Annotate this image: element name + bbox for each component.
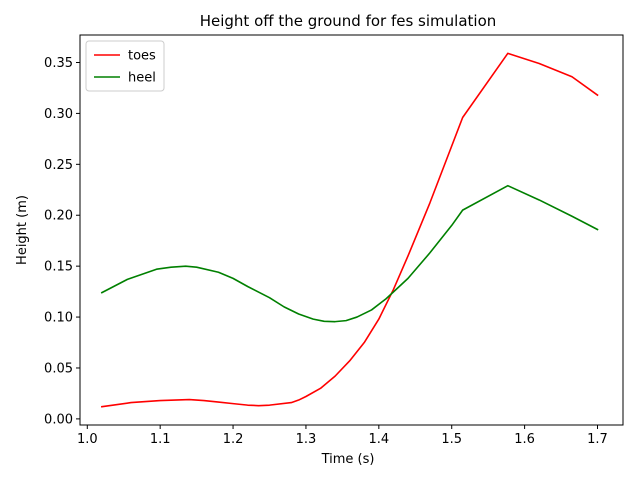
y-tick-label: 0.00 — [44, 412, 73, 427]
legend-label-toes: toes — [128, 49, 156, 64]
series-line-heel — [100, 184, 599, 323]
legend-label-heel: heel — [128, 71, 156, 86]
x-tick-label: 1.0 — [77, 432, 98, 447]
plot-area — [80, 35, 623, 425]
y-tick-label: 0.30 — [44, 107, 73, 122]
x-axis-label: Time (s) — [321, 452, 375, 467]
x-tick-label: 1.5 — [441, 432, 462, 447]
legend-box — [85, 40, 165, 92]
x-tick-label: 1.7 — [587, 432, 608, 447]
x-tick-label: 1.6 — [514, 432, 535, 447]
x-tick-label: 1.2 — [223, 432, 244, 447]
y-tick-label: 0.25 — [44, 158, 73, 173]
series-layer — [100, 52, 599, 408]
y-tick-label: 0.15 — [44, 260, 73, 275]
legend: toes heel — [85, 40, 165, 92]
chart-title: Height off the ground for fes simulation — [200, 12, 497, 30]
axes-layer: 1.0 1.1 1.2 1.3 1.4 1.5 1.6 1.7 0.00 0.05 0.10 0.15… — [44, 34, 624, 447]
y-tick-label: 0.10 — [44, 311, 73, 326]
x-tick-label: 1.3 — [296, 432, 317, 447]
y-tick-label: 0.20 — [44, 209, 73, 224]
y-tick-label: 0.05 — [44, 361, 73, 376]
axes-frame — [79, 34, 624, 426]
x-tick-label: 1.1 — [150, 432, 171, 447]
x-tick-label: 1.4 — [368, 432, 389, 447]
series-line-toes — [100, 52, 599, 408]
y-axis-label: Height (m) — [15, 195, 30, 265]
y-tick-label: 0.35 — [44, 56, 73, 71]
